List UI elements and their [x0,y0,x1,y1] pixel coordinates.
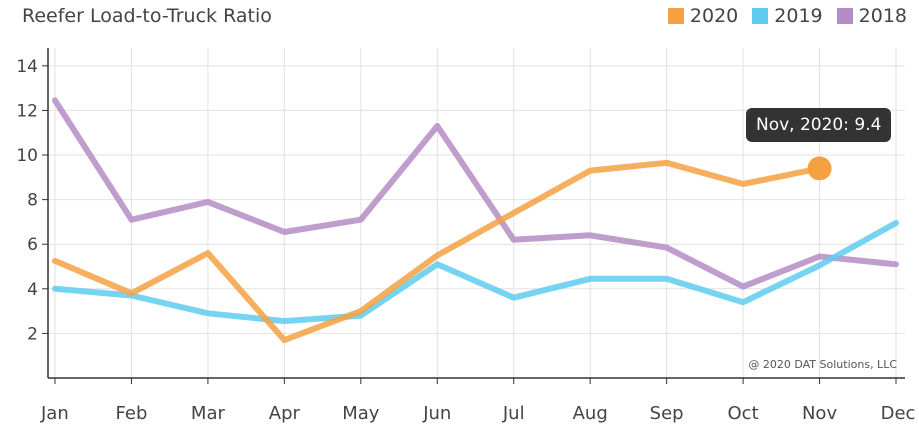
x-tick-label: Aug [573,403,608,424]
legend-swatch [836,8,853,24]
highlight-point [807,156,832,181]
data-tooltip: Nov, 2020: 9.4 [746,108,892,142]
chart-title: Reefer Load-to-Truck Ratio [22,5,272,27]
series-line-2019 [52,220,899,325]
x-tick-label: Mar [191,403,226,424]
x-tick-label: Jan [40,403,69,424]
y-tick-label: 6 [27,235,38,255]
legend-swatch [667,8,684,24]
y-tick-label: 4 [27,280,38,300]
legend-label: 2020 [689,5,739,27]
legend-label: 2018 [858,5,907,27]
y-tick-label: 12 [16,101,38,121]
legend-item-2018[interactable]: 2018 [836,5,907,27]
legend-swatch [752,8,769,24]
chart-credit: @ 2020 DAT Solutions, LLC [748,358,897,371]
y-tick-label: 2 [27,324,38,344]
x-tick-label: May [342,403,380,424]
series-line-2018 [52,97,899,290]
series-line-2020 [52,159,823,344]
x-tick-label: Oct [728,403,759,424]
y-tick-label: 8 [27,191,38,211]
x-tick-label: Feb [116,403,148,424]
y-tick-label: 10 [16,146,38,166]
legend-label: 2019 [774,5,823,27]
y-tick-label: 14 [16,57,38,77]
x-tick-label: Jun [422,403,451,424]
legend-item-2020[interactable]: 2020 [667,5,739,27]
x-tick-label: Jul [502,403,525,424]
x-tick-label: Dec [881,403,916,424]
x-tick-label: Sep [650,403,684,424]
legend: 2020 2019 2018 [667,5,907,27]
x-tick-label: Nov [802,403,837,424]
x-tick-label: Apr [269,403,301,424]
legend-item-2019[interactable]: 2019 [752,5,823,27]
